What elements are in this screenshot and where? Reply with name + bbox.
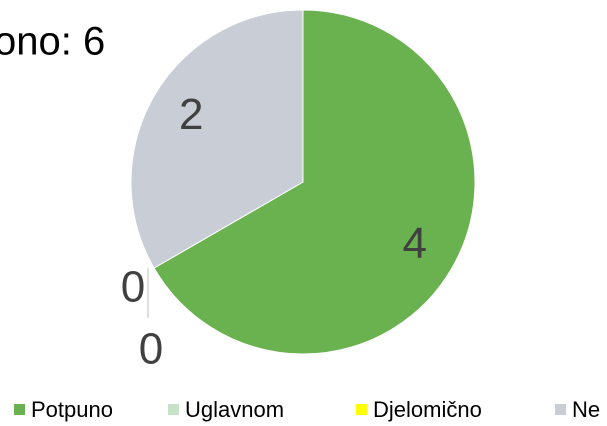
legend-label: Djelomično bbox=[373, 397, 482, 422]
data-label: 0 bbox=[121, 263, 145, 312]
legend-swatch bbox=[168, 404, 179, 415]
legend-swatch bbox=[14, 404, 25, 415]
chart-title: ono: 6 bbox=[0, 20, 105, 64]
legend-swatch bbox=[356, 404, 367, 415]
data-label: 0 bbox=[139, 325, 163, 374]
legend-swatch bbox=[555, 404, 566, 415]
data-label: 2 bbox=[179, 90, 203, 139]
legend-label: Uglavnom bbox=[185, 397, 284, 422]
legend-label: Ne bbox=[572, 397, 600, 422]
data-label: 4 bbox=[402, 219, 426, 268]
pie-slice bbox=[130, 9, 304, 269]
legend-label: Potpuno bbox=[31, 397, 113, 422]
pie-slice bbox=[153, 9, 476, 355]
